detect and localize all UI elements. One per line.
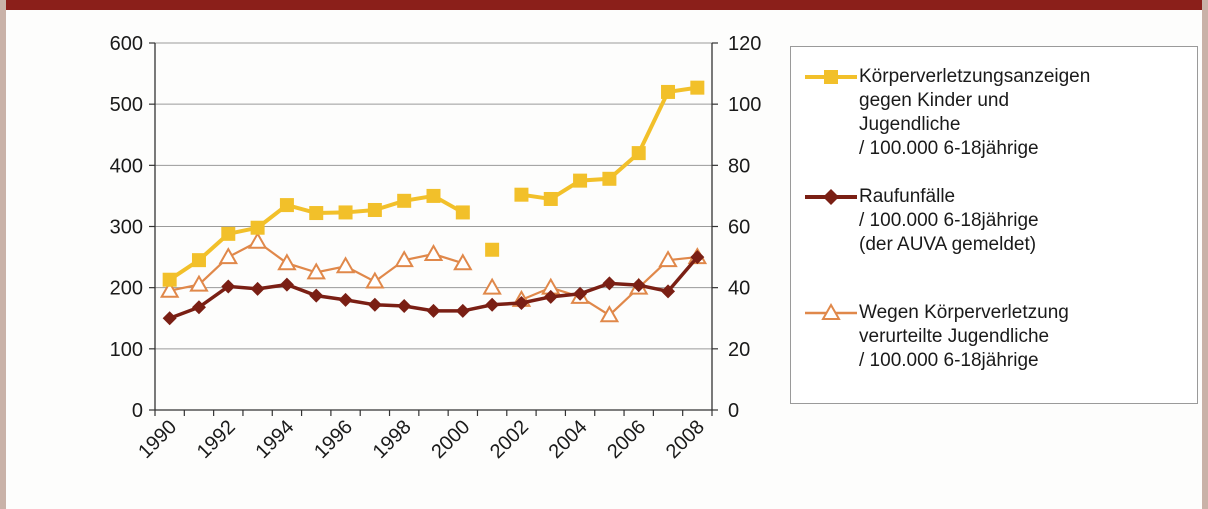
series-point-square (221, 226, 236, 241)
series-point-square (543, 191, 558, 206)
series-point-diamond (162, 311, 177, 326)
legend-line: Wegen Körperverletzung (859, 302, 1069, 323)
legend-line: (der AUVA gemeldet) (859, 234, 1037, 255)
series-point-square (162, 272, 177, 287)
series-point-diamond (602, 276, 617, 291)
series-point-square (367, 202, 382, 217)
y-right-tick-label: 60 (728, 217, 750, 239)
y-right-tick-label: 120 (728, 33, 761, 55)
x-tick-label: 2004 (545, 416, 592, 463)
series-point-square (279, 198, 294, 213)
series-point-diamond (367, 297, 382, 312)
legend-line: verurteilte Jugendliche (859, 326, 1050, 347)
series-point-square (455, 205, 470, 220)
right-border (1202, 0, 1208, 509)
y-left-tick-label: 200 (110, 278, 143, 300)
x-tick-label: 2002 (486, 416, 533, 463)
x-tick-label: 2000 (427, 416, 474, 463)
legend-marker-square (805, 70, 857, 84)
series-point-diamond (690, 250, 705, 265)
series-point-diamond (631, 278, 646, 293)
legend-line: / 100.000 6-18jährige (859, 210, 1039, 231)
series-point-square (397, 193, 412, 208)
series-point-square (309, 206, 324, 221)
y-left-tick-label: 500 (110, 94, 143, 116)
series-point-diamond (573, 286, 588, 301)
x-tick-label: 2006 (603, 416, 650, 463)
series-point-square (514, 187, 529, 202)
legend-label: Körperverletzungsanzeigen gegen Kinder u… (859, 65, 1090, 161)
series-point-triangle (365, 271, 385, 289)
y-right-tick-label: 0 (728, 400, 739, 422)
legend-line: gegen Kinder und (859, 90, 1010, 111)
legend-line: / 100.000 6-18jährige (859, 350, 1039, 371)
y-left-tick-label: 0 (132, 400, 143, 422)
left-border (0, 0, 6, 509)
x-tick-label: 1996 (310, 416, 357, 463)
series-point-square (690, 80, 705, 95)
series-point-triangle (335, 256, 356, 274)
series-point-triangle (599, 305, 620, 323)
y-right-tick-label: 100 (728, 94, 761, 116)
x-tick-label: 1994 (251, 416, 298, 463)
y-right-tick-label: 80 (728, 155, 750, 177)
series-point-diamond (309, 288, 324, 303)
series-point-square (338, 205, 353, 220)
series-point-triangle (306, 262, 326, 280)
y-left-tick-label: 100 (110, 339, 143, 361)
legend-marker-triangle (805, 302, 857, 320)
series-point-square (631, 146, 646, 161)
series-point-diamond (221, 279, 236, 294)
legend-line: / 100.000 6-18jährige (859, 138, 1039, 159)
legend-line: Raufunfälle (859, 186, 956, 207)
series-point-square (485, 242, 500, 257)
series-point-diamond (426, 303, 441, 318)
series-point-square (573, 173, 588, 188)
series-point-diamond (514, 295, 529, 310)
series-point-triangle (189, 274, 209, 292)
series-point-triangle (394, 250, 414, 268)
x-tick-label: 2008 (662, 416, 709, 463)
series-point-diamond (250, 281, 265, 296)
y-right-tick-label: 20 (728, 339, 750, 361)
x-tick-label: 1992 (193, 416, 240, 463)
series-point-diamond (543, 289, 558, 304)
series-point-diamond (485, 297, 500, 312)
legend-marker-diamond (805, 189, 857, 205)
series-point-triangle (453, 253, 473, 271)
series-point-triangle (482, 277, 502, 295)
chart-legend: Körperverletzungsanzeigen gegen Kinder u… (790, 46, 1198, 404)
series-point-square (191, 253, 206, 268)
series-point-triangle (277, 253, 297, 271)
legend-label: Raufunfälle / 100.000 6-18jährige (der A… (859, 185, 1039, 257)
series-point-square (661, 84, 676, 99)
series-point-diamond (279, 277, 294, 292)
y-left-tick-label: 400 (110, 155, 143, 177)
top-border (0, 0, 1208, 10)
legend-line: Körperverletzungsanzeigen (859, 66, 1091, 87)
series-point-triangle (658, 250, 678, 268)
legend-label: Wegen Körperverletzung verurteilte Jugen… (859, 301, 1069, 373)
legend-line: Jugendliche (859, 114, 961, 135)
series-point-triangle (423, 244, 444, 262)
series-point-triangle (159, 280, 180, 298)
y-right-tick-label: 40 (728, 278, 750, 300)
series-point-diamond (455, 303, 470, 318)
x-tick-label: 1998 (369, 416, 416, 463)
series-point-diamond (397, 299, 412, 314)
series-point-square (602, 171, 617, 186)
series-point-diamond (661, 284, 676, 299)
series-point-diamond (338, 292, 353, 307)
series-point-triangle (218, 247, 239, 265)
series-point-square (426, 188, 441, 203)
x-tick-label: 1990 (134, 416, 181, 463)
series-point-triangle (247, 231, 268, 249)
series-point-square (250, 220, 265, 235)
y-left-tick-label: 300 (110, 217, 143, 239)
y-left-tick-label: 600 (110, 33, 143, 55)
series-point-diamond (191, 300, 206, 315)
